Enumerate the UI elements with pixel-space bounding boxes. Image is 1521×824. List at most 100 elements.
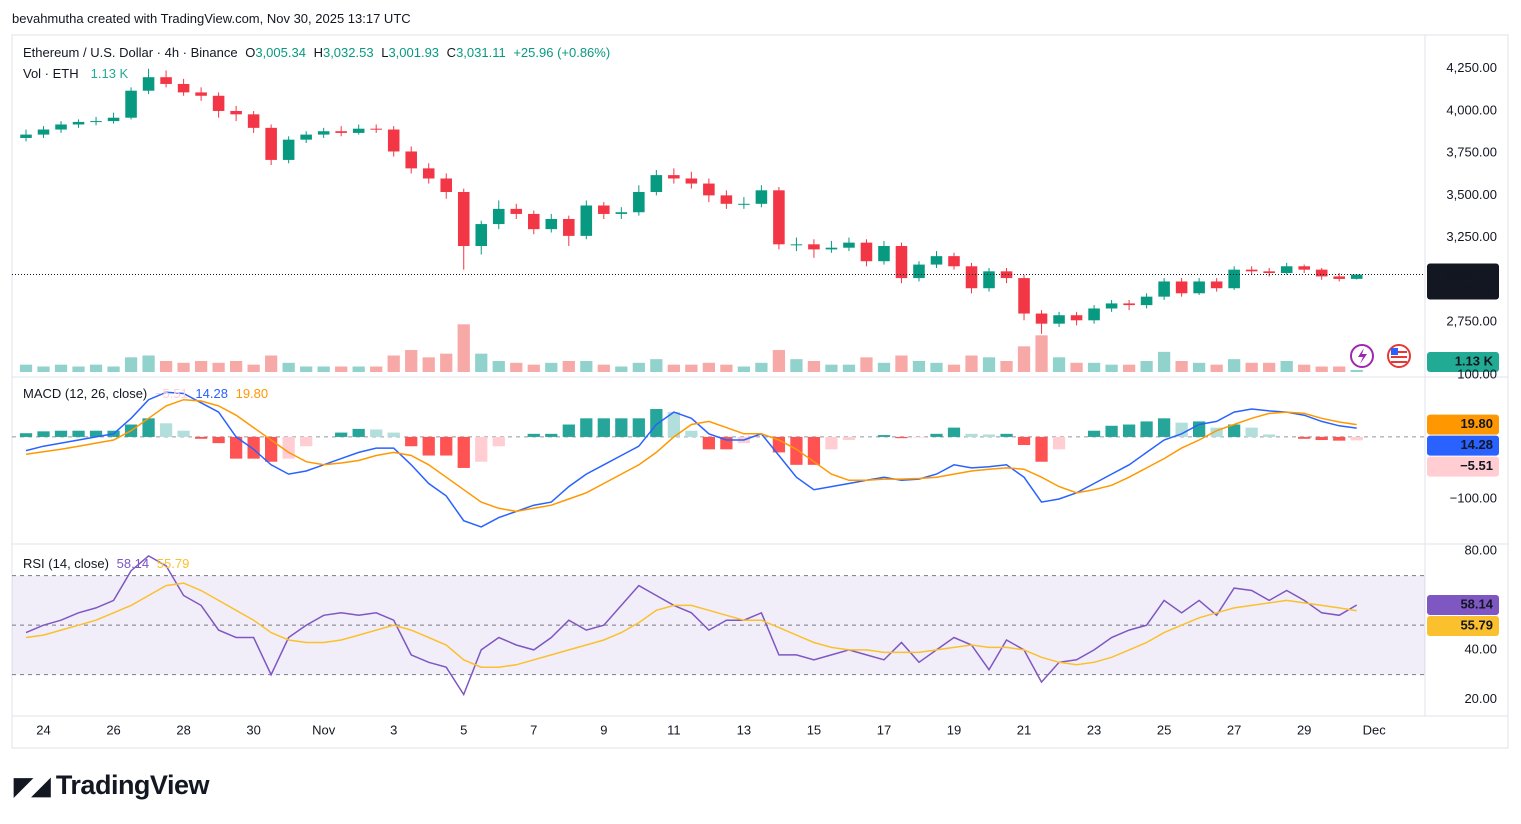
candle-body [282, 139, 295, 160]
histogram-bar [422, 436, 435, 456]
histogram-bar [632, 418, 645, 437]
y-tick-label: 4,250.00 [1446, 60, 1497, 75]
chart-frame [11, 34, 1509, 749]
volume-bar [1122, 364, 1136, 372]
histogram-bar [19, 433, 33, 437]
brand-logo: ◤◢ [14, 773, 50, 800]
volume-bar [860, 357, 873, 372]
volume-bar [545, 362, 558, 372]
candle-body [55, 124, 67, 130]
histogram-bar [895, 436, 908, 439]
y-tick-label: 40.00 [1464, 641, 1497, 656]
volume-bar [457, 324, 470, 372]
volume-bar [107, 366, 120, 372]
histogram-bar [1263, 434, 1276, 437]
candle-body [825, 247, 838, 250]
volume-bar [965, 355, 978, 372]
candle-body [20, 134, 32, 138]
candle-body [142, 77, 155, 91]
candle-body [615, 212, 628, 214]
ohlc-name: O [245, 45, 256, 60]
histogram-bar [545, 433, 558, 437]
volume-bar [229, 361, 243, 372]
candle-body [580, 205, 593, 236]
histogram-bar [580, 418, 593, 437]
candle-body [720, 195, 733, 204]
candle-body [1245, 269, 1258, 272]
x-tick-label: 9 [600, 722, 607, 737]
volume-bar [527, 364, 540, 372]
candle-body [440, 178, 453, 192]
candle-body [405, 151, 417, 169]
candle-body [1315, 269, 1328, 277]
x-tick-label: 3 [390, 722, 397, 737]
x-tick-label: 24 [36, 722, 50, 737]
x-tick-label: 30 [246, 722, 260, 737]
volume-bar [37, 366, 50, 372]
volume-legend: Vol · ETH 1.13 K [23, 66, 132, 81]
x-tick-label: 5 [460, 722, 467, 737]
histogram-bar [352, 428, 365, 437]
histogram-bar [685, 430, 698, 437]
candle-body [1228, 269, 1240, 289]
histogram-bar [492, 436, 505, 447]
alert-icon[interactable] [1350, 344, 1374, 368]
histogram-bar [1245, 427, 1258, 437]
histogram-bar [1298, 436, 1311, 439]
candle-body [598, 205, 610, 214]
candle-body [685, 178, 698, 184]
volume-bar [370, 366, 383, 372]
rsi-value: 58.14 [116, 556, 150, 571]
histogram-bar [335, 432, 348, 437]
volume-value: 1.13 K [90, 66, 129, 81]
candle-body [317, 131, 330, 135]
volume-bar [317, 366, 330, 372]
y-tick-label: 2,750.00 [1446, 313, 1497, 328]
x-tick-label: 17 [877, 722, 891, 737]
volume-bar [212, 362, 225, 372]
last-value-label: −5.51 [1460, 458, 1493, 473]
volume-bar [790, 359, 803, 372]
line [25, 554, 1358, 697]
last-value-label: 55.79 [1460, 617, 1493, 632]
histogram-bar [405, 436, 418, 447]
candle-body [1105, 303, 1118, 309]
candle-body [930, 256, 943, 265]
candle-body [773, 190, 785, 245]
volume-bar [685, 364, 698, 372]
histogram-bar [54, 430, 68, 437]
histogram-bar [1122, 424, 1136, 437]
volume-bar [1157, 351, 1171, 372]
histogram-bar [1000, 433, 1013, 437]
volume-bar [772, 350, 786, 372]
candle-body [160, 77, 172, 84]
candle-body [37, 129, 50, 135]
signal-value: 19.80 [235, 386, 269, 401]
x-tick-label: 26 [106, 722, 120, 737]
macd-title: MACD (12, 26, close) [23, 386, 148, 401]
histogram-bar [562, 424, 575, 437]
candle-body [457, 191, 470, 247]
ohlc-name: C [446, 45, 457, 60]
candle-body [895, 246, 908, 279]
volume-bar [352, 366, 365, 372]
caption: bevahmutha created with TradingView.com,… [12, 11, 411, 26]
x-tick-label: 23 [1087, 722, 1101, 737]
candle-body [1175, 281, 1188, 294]
volume-bar [1350, 369, 1363, 372]
x-tick-label: 13 [737, 722, 751, 737]
flag-icon[interactable] [1387, 344, 1411, 368]
hist-value: −5.51 [154, 386, 188, 401]
candle-body [1140, 296, 1153, 306]
candle-body [510, 208, 523, 214]
candle-body [1263, 271, 1275, 274]
histogram-bar [597, 418, 610, 437]
histogram-bar [72, 430, 85, 437]
volume-bar [825, 364, 838, 372]
histogram-bar [650, 409, 663, 437]
histogram-bar [1210, 427, 1223, 437]
candle-body [738, 203, 750, 205]
volume-bar [475, 353, 488, 372]
macd-legend: MACD (12, 26, close) −5.51 14.28 19.80 [23, 386, 272, 401]
volume-bar [422, 357, 435, 372]
